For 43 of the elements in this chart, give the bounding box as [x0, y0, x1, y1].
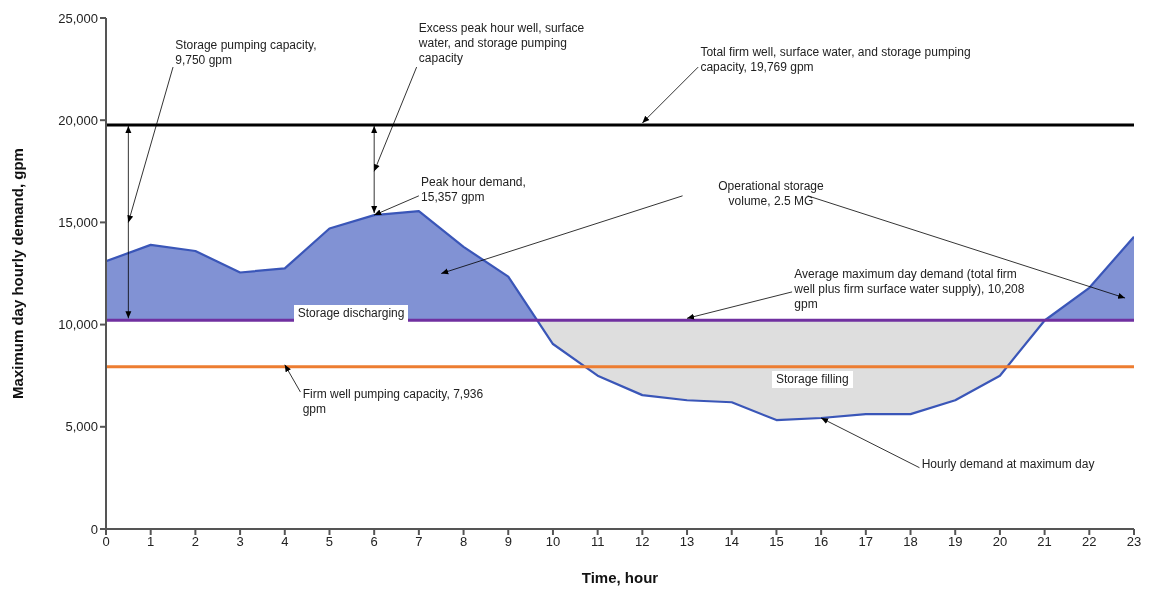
annotation: Peak hour demand, 15,357 gpm: [421, 175, 526, 205]
x-tick-label: 13: [679, 534, 695, 550]
x-tick-label: 15: [769, 534, 784, 550]
annotation: Excess peak hour well, surface water, and storage pumping capacity: [418, 21, 585, 66]
ref-line-label: Average maximum day demand (total firm well plus firm surface water supply), 10,208 gpm: [794, 267, 1025, 312]
x-tick-label: 2: [191, 534, 200, 550]
x-tick-label: 1: [147, 534, 155, 550]
x-tick-label: 17: [858, 534, 874, 550]
annotation: Storage pumping capacity, 9,750 gpm: [175, 38, 317, 68]
line-series: [106, 210, 1134, 422]
x-tick-label: 14: [724, 534, 739, 550]
x-tick-label: 16: [813, 534, 829, 550]
y-tick-label: 5,000: [65, 419, 98, 435]
x-tick-label: 23: [1126, 534, 1142, 550]
x-tick-label: 9: [504, 534, 512, 550]
y-axis-title: Maximum day hourly demand, gpm: [9, 148, 27, 399]
x-tick-label: 19: [947, 534, 963, 550]
x-tick-label: 10: [545, 534, 561, 550]
x-tick-label: 3: [236, 534, 244, 550]
x-tick-label: 7: [415, 534, 423, 550]
y-tick-label: 15,000: [58, 215, 98, 231]
x-tick-label: 6: [370, 534, 378, 550]
y-tick-label: 20,000: [58, 112, 98, 128]
x-tick-label: 22: [1082, 534, 1097, 550]
x-tick-label: 20: [992, 534, 1008, 550]
y-tick-label: 0: [90, 521, 98, 537]
x-tick-label: 21: [1037, 534, 1052, 550]
x-tick-label: 0: [102, 534, 110, 550]
annotation: Hourly demand at maximum day: [921, 457, 1095, 472]
annotation: Operational storage volume, 2.5 MG: [718, 179, 824, 209]
y-tick-label: 10,000: [58, 317, 98, 333]
x-tick-label: 11: [590, 534, 605, 550]
ref-line-label: Firm well pumping capacity, 7,936 gpm: [302, 386, 484, 416]
ref-line-label: Total firm well, surface water, and storage pumping capacity, 19,769 gpm: [700, 44, 971, 74]
y-tick-label: 25,000: [58, 10, 98, 26]
annotation: Storage discharging: [297, 306, 405, 321]
x-tick-label: 4: [281, 534, 289, 550]
x-tick-label: 8: [459, 534, 468, 550]
x-tick-label: 5: [325, 534, 334, 550]
x-tick-label: 12: [635, 534, 650, 550]
x-axis-title: Time, hour: [581, 569, 659, 586]
annotation: Storage filling: [775, 371, 849, 386]
x-tick-label: 18: [903, 534, 918, 550]
